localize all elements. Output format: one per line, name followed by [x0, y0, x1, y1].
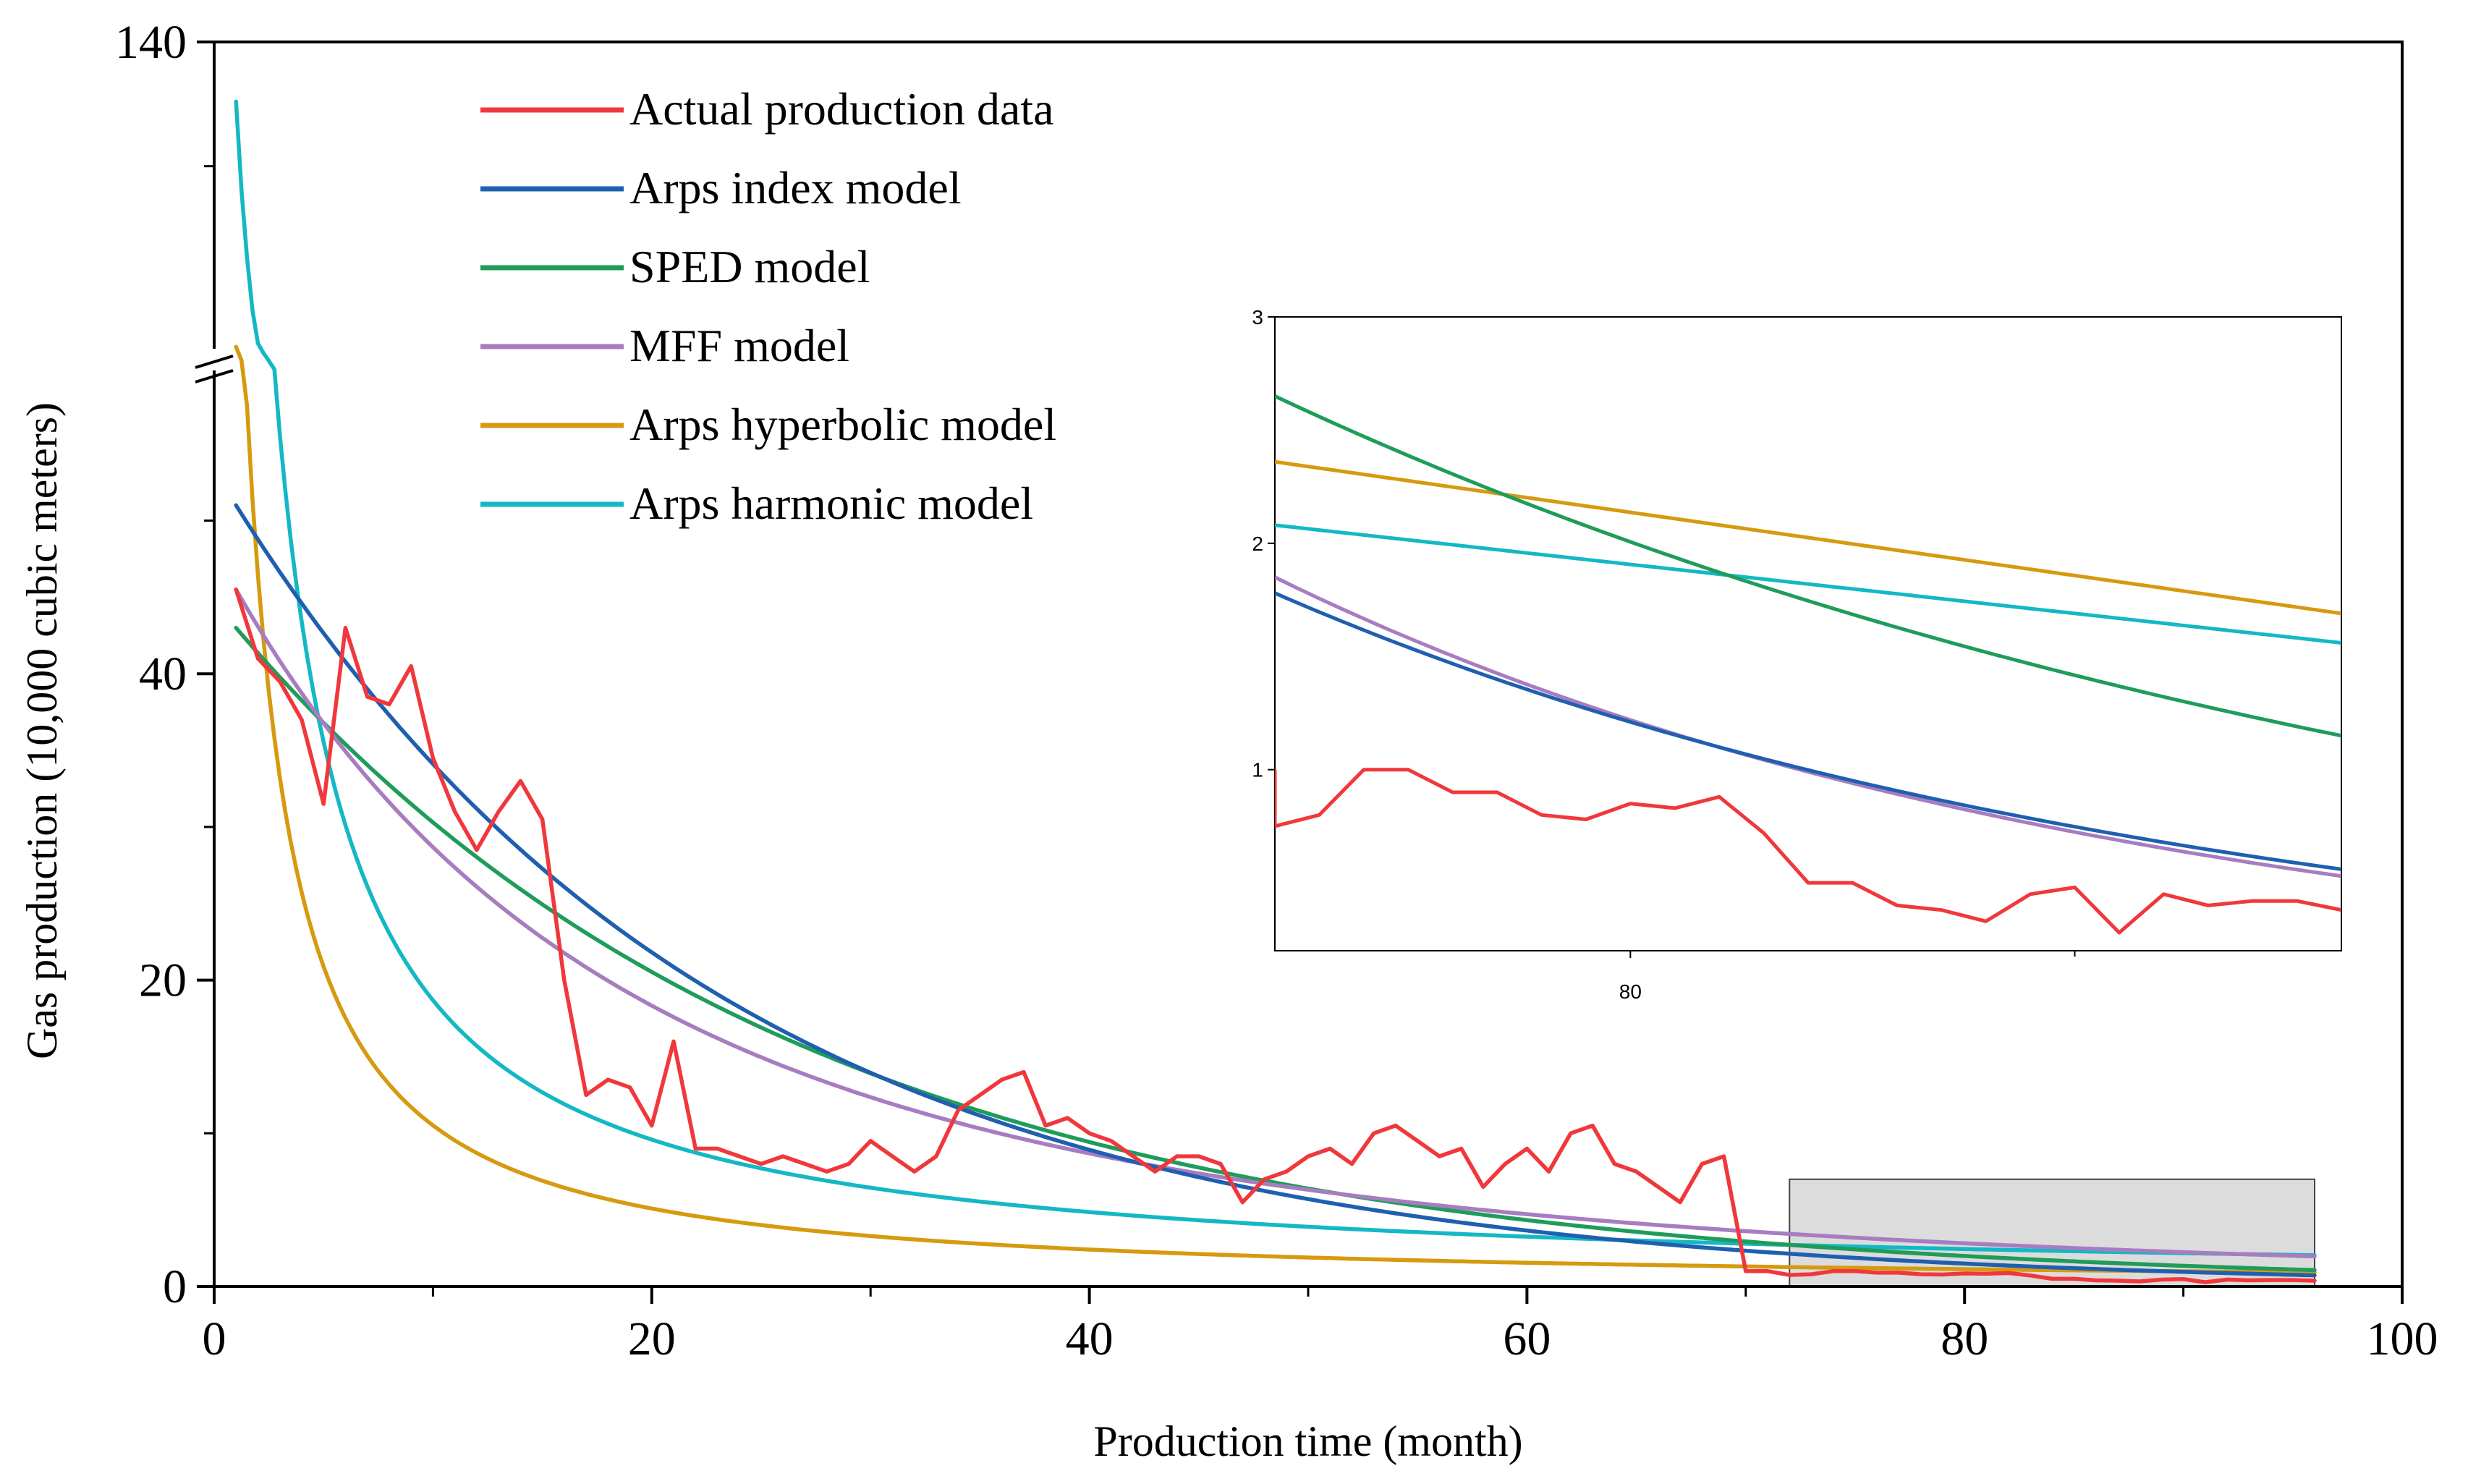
y-tick-label: 140 — [115, 16, 187, 69]
inset-series-group — [1275, 394, 2341, 935]
inset-line-arps-hyperbolic — [1275, 459, 2341, 616]
legend-label-arps-index: Arps index model — [629, 162, 962, 213]
main-series-group — [234, 99, 2317, 1284]
series-line-arps-index — [234, 503, 2317, 1278]
x-axis-title: Production time (month) — [1093, 1417, 1522, 1465]
legend-label-actual: Actual production data — [629, 83, 1053, 135]
x-ticks: 0 20 40 60 80 100 — [203, 1286, 2438, 1365]
inset-y-tick-label: 2 — [1252, 533, 1263, 555]
inset-y-tick-label: 1 — [1252, 759, 1263, 781]
axis-break-marks — [195, 355, 234, 383]
plot-frame — [214, 41, 2404, 1286]
y-ticks: 0 20 40 140 — [115, 16, 214, 1313]
y-tick-label: 0 — [163, 1260, 187, 1313]
series-line-mff — [234, 588, 2317, 1259]
inset-y-tick-label: 3 — [1252, 306, 1263, 328]
x-tick-label: 80 — [1941, 1313, 1988, 1365]
series-line-arps-harmonic — [234, 99, 2317, 1258]
legend-label-mff: MFF model — [629, 320, 849, 371]
inset-line-mff — [1275, 575, 2341, 878]
x-tick-label: 40 — [1066, 1313, 1114, 1365]
x-tick-label: 100 — [2367, 1313, 2438, 1365]
inset-x-tick-label: 80 — [1619, 980, 1642, 1003]
x-tick-label: 0 — [203, 1313, 226, 1365]
y-tick-label: 20 — [139, 954, 187, 1007]
series-line-sped — [234, 625, 2317, 1273]
legend: Actual production data Arps index model SP… — [480, 83, 1056, 529]
x-tick-label: 20 — [628, 1313, 676, 1365]
inset-line-arps-index — [1275, 591, 2341, 871]
y-axis-title: Gas production (10,000 cubic meters) — [18, 402, 66, 1059]
x-tick-label: 60 — [1503, 1313, 1551, 1365]
legend-label-sped: SPED model — [629, 241, 870, 292]
inset-line-arps-harmonic — [1275, 523, 2341, 645]
legend-label-arps-harmonic: Arps harmonic model — [629, 478, 1033, 529]
inset-frame — [1274, 316, 2342, 951]
y-tick-label: 40 — [139, 648, 187, 700]
inset-line-sped — [1275, 394, 2341, 738]
series-line-arps-hyperbolic — [234, 344, 2317, 1275]
series-line-actual — [234, 588, 2317, 1284]
inset-panel: 1 2 3 80 — [1252, 306, 2342, 1003]
inset-ticks: 1 2 3 80 — [1252, 306, 2076, 1003]
inset-line-actual — [1275, 768, 2341, 935]
legend-label-arps-hyperbolic: Arps hyperbolic model — [629, 399, 1056, 450]
